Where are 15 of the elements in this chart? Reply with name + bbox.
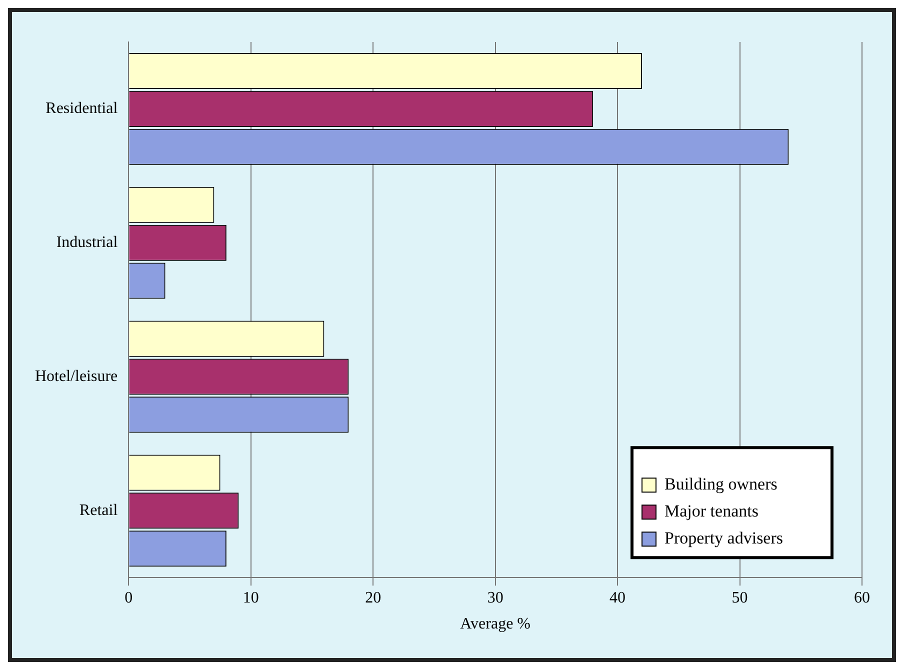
x-tick-label: 60	[854, 589, 870, 606]
legend-label: Major tenants	[664, 502, 758, 521]
y-tick-label: Residential	[46, 100, 118, 118]
x-tick-label: 20	[365, 589, 382, 606]
x-tick-label: 0	[124, 589, 133, 606]
legend-label: Property advisers	[664, 528, 784, 548]
x-tick-label: 10	[242, 589, 259, 606]
x-tick-label: 30	[487, 589, 504, 606]
x-tick-label: 50	[732, 589, 748, 606]
y-tick-label: Hotel/leisure	[35, 368, 118, 385]
y-tick-label: Industrial	[56, 234, 118, 252]
x-axis-title: Average %	[460, 616, 530, 633]
x-tick-label: 40	[610, 589, 626, 606]
y-tick-label: Retail	[79, 502, 118, 519]
legend-label: Building owners	[664, 474, 778, 494]
